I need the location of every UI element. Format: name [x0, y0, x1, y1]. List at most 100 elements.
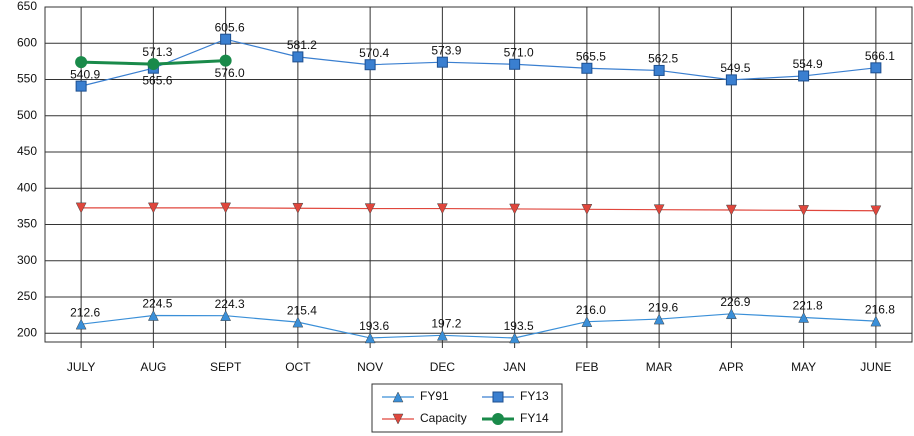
data-label: 224.5	[142, 297, 172, 311]
x-tick-label: FEB	[575, 360, 598, 374]
data-label: 540.9	[70, 67, 100, 81]
x-tick-label: MAY	[791, 360, 816, 374]
point	[292, 316, 304, 328]
x-tick-label: OCT	[285, 360, 311, 374]
data-label: 562.5	[648, 52, 678, 66]
data-label: 554.9	[793, 57, 823, 71]
data-label: 215.4	[287, 303, 317, 317]
point	[220, 202, 232, 214]
point	[75, 56, 88, 69]
point	[581, 316, 593, 327]
data-label: 224.3	[215, 297, 245, 311]
x-tick-label: JUNE	[860, 360, 891, 374]
point	[219, 54, 232, 67]
data-label: 197.2	[431, 317, 461, 331]
point	[75, 202, 87, 214]
point	[653, 64, 665, 76]
point	[725, 74, 737, 86]
data-label: 216.8	[865, 302, 895, 316]
point	[725, 204, 737, 216]
data-label: 226.9	[720, 295, 750, 309]
point	[292, 51, 304, 63]
point	[798, 311, 810, 323]
y-tick-label: 450	[17, 144, 37, 158]
point	[220, 310, 232, 321]
y-tick-label: 250	[17, 289, 37, 303]
y-tick-label: 600	[17, 35, 37, 49]
y-tick-label: 200	[17, 325, 37, 339]
point	[292, 202, 304, 214]
y-tick-label: 300	[17, 253, 37, 267]
data-label: 576.0	[215, 66, 245, 80]
legend-marker	[492, 391, 504, 403]
point	[364, 59, 376, 71]
point	[75, 80, 87, 92]
point	[436, 56, 448, 68]
data-label: 566.1	[865, 49, 895, 63]
point	[653, 204, 665, 216]
legend-label: FY13	[520, 389, 549, 403]
point	[870, 62, 882, 74]
point	[364, 203, 376, 215]
data-label: 571.3	[142, 45, 172, 59]
data-label: 549.5	[720, 61, 750, 75]
legend-marker	[492, 413, 504, 425]
point	[147, 309, 159, 321]
plot-area	[44, 6, 913, 343]
point	[509, 332, 521, 344]
point	[798, 205, 810, 216]
x-tick-label: DEC	[430, 360, 456, 374]
data-label: 581.2	[287, 38, 317, 52]
x-tick-label: SEPT	[210, 360, 242, 374]
point	[798, 70, 810, 82]
point	[147, 202, 159, 214]
y-tick-label: 400	[17, 180, 37, 194]
y-tick-label: 550	[17, 72, 37, 86]
data-label: 565.5	[576, 49, 606, 63]
y-tick-label: 650	[17, 0, 37, 13]
point	[870, 205, 882, 217]
series-line	[81, 207, 876, 212]
point	[364, 332, 376, 344]
data-label: 565.6	[142, 73, 172, 87]
point	[725, 308, 737, 320]
data-label: 193.6	[359, 319, 389, 333]
data-label: 193.5	[504, 319, 534, 333]
data-label: 219.6	[648, 300, 678, 314]
data-label: 212.6	[70, 305, 100, 319]
point	[436, 203, 448, 215]
point	[147, 58, 160, 71]
y-tick-label: 350	[17, 217, 37, 231]
point	[509, 58, 521, 70]
x-tick-label: JULY	[67, 360, 95, 374]
point	[75, 318, 87, 330]
point	[870, 315, 882, 327]
data-label: 605.6	[215, 20, 245, 34]
legend-label: FY14	[520, 411, 549, 425]
legend-box	[371, 383, 563, 433]
x-tick-label: JAN	[503, 360, 526, 374]
point	[581, 62, 593, 74]
data-label: 573.9	[431, 43, 461, 57]
legend-marker	[392, 391, 404, 403]
point	[653, 313, 665, 325]
point	[220, 33, 232, 45]
legend-label: Capacity	[420, 411, 467, 425]
x-tick-label: AUG	[140, 360, 166, 374]
data-label: 216.0	[576, 303, 606, 317]
point	[436, 329, 448, 341]
series-line	[80, 38, 876, 87]
data-label: 221.8	[793, 299, 823, 313]
x-tick-label: MAR	[646, 360, 673, 374]
x-tick-label: NOV	[357, 360, 383, 374]
legend-label: FY91	[420, 389, 449, 403]
point	[509, 203, 521, 215]
series-line	[81, 313, 876, 339]
x-tick-label: APR	[719, 360, 744, 374]
point	[581, 204, 593, 215]
legend-marker	[392, 413, 404, 425]
y-tick-label: 500	[17, 108, 37, 122]
data-label: 570.4	[359, 46, 389, 60]
data-label: 571.0	[504, 45, 534, 59]
